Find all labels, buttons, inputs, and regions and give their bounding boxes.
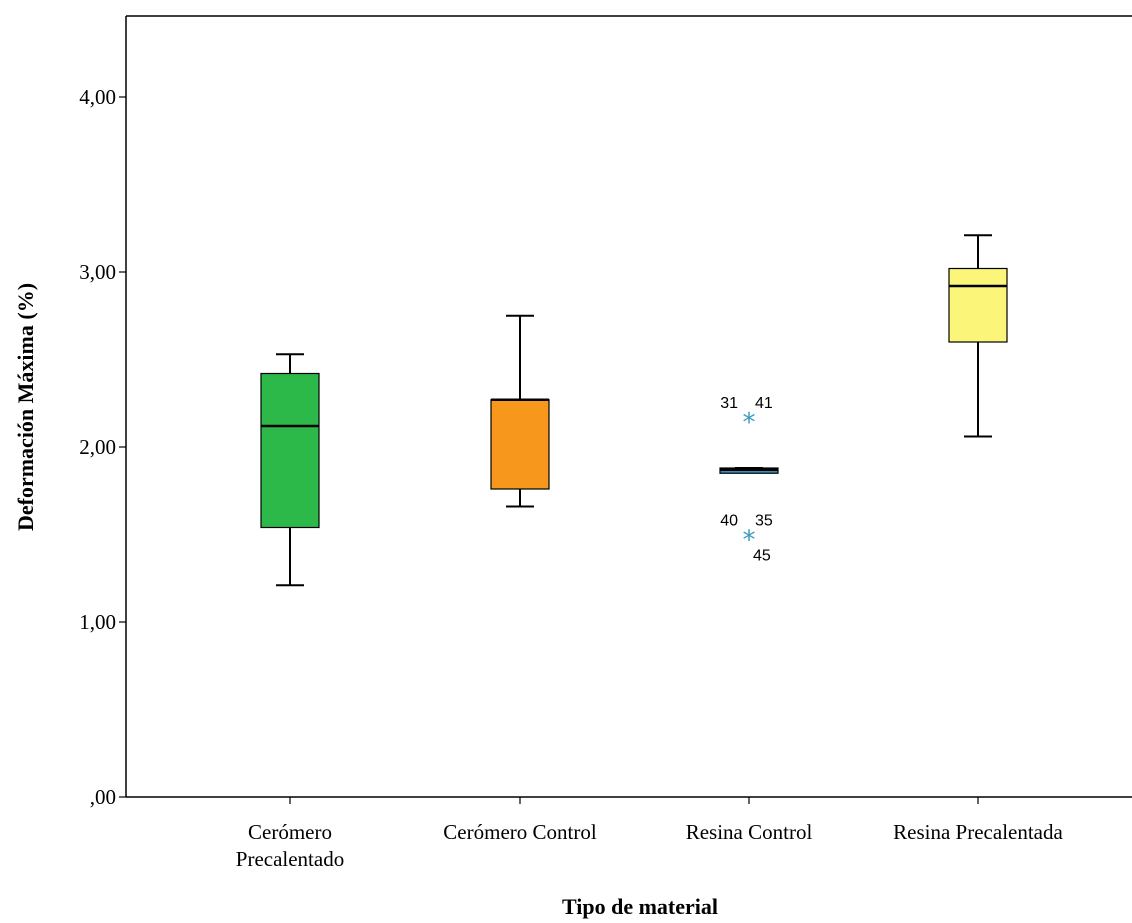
outlier-case-label: 31 xyxy=(720,395,738,412)
outlier-case-label: 45 xyxy=(753,547,771,564)
x-tick-label: Cerómero xyxy=(248,820,332,844)
x-tick-label: Precalentado xyxy=(236,847,344,871)
plot-frame xyxy=(125,15,1132,798)
box-group xyxy=(260,353,320,587)
x-tick-label: Cerómero Control xyxy=(443,820,597,844)
outlier-case-label: 40 xyxy=(720,512,738,529)
y-tick-label: 3,00 xyxy=(79,260,116,284)
y-axis: ,00 1,00 2,00 3,00 4,00 xyxy=(79,85,126,809)
box-group xyxy=(948,234,1008,438)
box-group xyxy=(490,314,550,508)
x-tick-label: Resina Precalentada xyxy=(893,820,1063,844)
box-iqr xyxy=(260,372,320,529)
y-tick-label: 4,00 xyxy=(79,85,116,109)
outlier-case-label: 41 xyxy=(755,395,773,412)
box-iqr xyxy=(490,399,550,490)
x-axis: Cerómero Precalentado Cerómero Control Resi… xyxy=(236,797,1064,871)
x-tick-label: Resina Control xyxy=(686,820,813,844)
y-axis-title: Deformación Máxima (%) xyxy=(13,283,38,531)
y-tick-label: ,00 xyxy=(90,785,116,809)
x-axis-title: Tipo de material xyxy=(562,894,718,919)
y-tick-label: 2,00 xyxy=(79,435,116,459)
outlier-star-marker: * xyxy=(743,408,756,438)
box-iqr xyxy=(948,267,1008,343)
outlier-star-marker: * xyxy=(743,525,756,555)
outlier-case-label: 35 xyxy=(755,512,773,529)
y-tick-label: 1,00 xyxy=(79,610,116,634)
